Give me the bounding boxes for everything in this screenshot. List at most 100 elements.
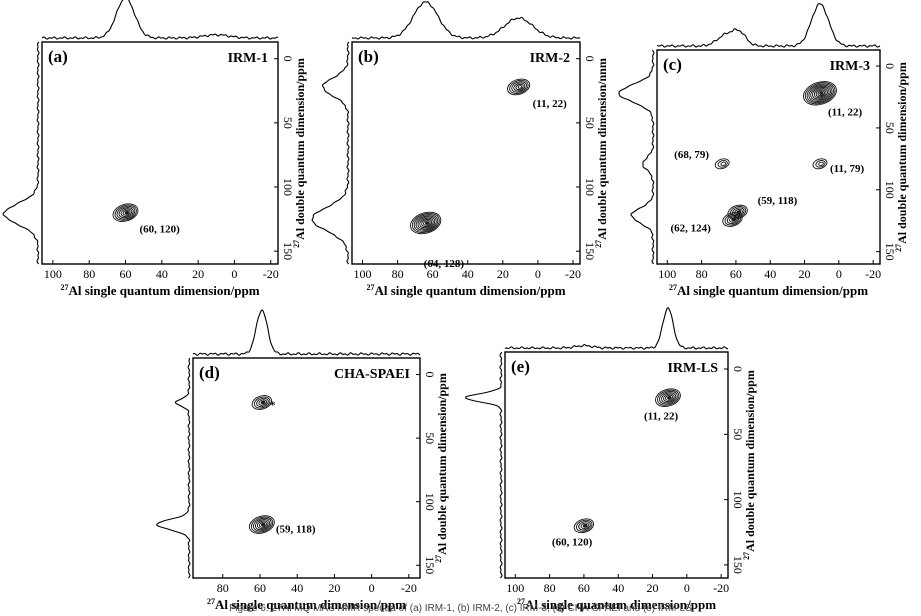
contour-line (417, 216, 436, 230)
side-projection-trace (618, 49, 655, 265)
plot-frame (41, 41, 279, 265)
contour-line (655, 388, 681, 408)
y-tick-label: 0 (583, 56, 597, 62)
contour-line (513, 82, 526, 92)
y-tick-label: 150 (883, 243, 897, 261)
contour-line (509, 79, 529, 94)
x-tick-label: 60 (578, 581, 590, 595)
peak-label: (11, 22) (644, 411, 679, 423)
x-tick-label: 60 (730, 267, 742, 281)
contour-line (659, 390, 678, 405)
x-tick-label: -20 (401, 581, 417, 595)
contour-line (802, 81, 837, 106)
contour-line (729, 216, 738, 223)
contour-line (120, 208, 133, 217)
contour-line (661, 392, 677, 404)
panel-label: (b) (358, 47, 379, 66)
x-tick-label: 40 (156, 267, 168, 281)
y-tick-label: 100 (583, 178, 597, 196)
peak-label: (64, 128) (424, 258, 465, 270)
contour-line (812, 86, 830, 100)
contour-line (573, 518, 595, 534)
peak-label: (11, 79) (830, 163, 865, 175)
peak-label: (62, 124) (670, 222, 711, 234)
top-projection-trace (656, 3, 881, 48)
contour-line (582, 523, 588, 528)
panel-title: IRM-2 (530, 51, 570, 66)
y-tick-label: 100 (883, 181, 897, 199)
peak-label: (11, 22) (533, 98, 568, 110)
y-axis-label: 27Al double quantum dimension/ppm (292, 58, 307, 248)
x-tick-label: 0 (535, 267, 541, 281)
contour-line (116, 205, 136, 220)
panel-label: (a) (48, 47, 68, 66)
contour-line (804, 82, 836, 105)
contour-line (817, 90, 825, 97)
panel-label: (c) (663, 55, 682, 74)
x-axis-label: 27Al single quantum dimension/ppm (517, 597, 716, 612)
contour-line (410, 211, 442, 235)
top-projection-trace (41, 0, 279, 40)
plot-frame (656, 49, 881, 265)
side-projection-trace (2, 41, 40, 265)
x-tick-label: 0 (684, 581, 690, 595)
contour-line (112, 203, 139, 222)
side-projection-trace (311, 41, 350, 265)
y-tick-label: 0 (423, 372, 437, 378)
x-tick-label: -20 (263, 267, 279, 281)
contour-peak (802, 81, 837, 106)
contour-line (258, 521, 267, 528)
contour-line (507, 78, 531, 96)
x-tick-label: 20 (497, 267, 509, 281)
contour-line (256, 520, 269, 529)
contour-line (253, 396, 271, 409)
contour-line (415, 215, 437, 231)
contour-line (254, 519, 271, 531)
contour-line (717, 160, 728, 168)
contour-line (423, 220, 431, 226)
contour-line (256, 397, 269, 408)
panel-title: IRM-LS (667, 361, 718, 376)
contour-line (806, 83, 834, 104)
contour-line (727, 204, 748, 220)
contour-line (714, 158, 730, 170)
contour-line (722, 212, 743, 227)
contour-line (122, 209, 131, 216)
x-axis-label: 27Al single quantum dimension/ppm (366, 283, 565, 298)
y-tick-label: 100 (281, 178, 295, 196)
contour-line (124, 210, 130, 215)
contour-peak (507, 78, 531, 96)
top-projection-trace (504, 306, 729, 350)
x-tick-label: 100 (658, 267, 676, 281)
contour-line (575, 519, 593, 532)
y-tick-label: 50 (281, 117, 295, 129)
x-tick-label: 0 (231, 267, 237, 281)
top-projection-trace (351, 1, 581, 40)
x-tick-label: -20 (713, 581, 729, 595)
contour-line (818, 161, 824, 166)
x-tick-label: 100 (354, 267, 372, 281)
x-tick-label: 100 (44, 267, 62, 281)
contour-line (726, 214, 740, 225)
x-axis-label: 27Al single quantum dimension/ppm (669, 283, 868, 298)
y-tick-label: 150 (423, 556, 437, 574)
contour-line (424, 221, 430, 225)
x-tick-label: 40 (462, 267, 474, 281)
x-tick-label: 40 (612, 581, 624, 595)
side-projection-trace (465, 351, 503, 579)
contour-line (813, 88, 828, 99)
contour-line (515, 83, 524, 90)
x-tick-label: 60 (120, 267, 132, 281)
contour-line (580, 522, 590, 529)
x-tick-label: 20 (647, 581, 659, 595)
y-tick-label: 50 (883, 122, 897, 134)
peak-label: * (270, 400, 276, 412)
x-axis-label: 27Al single quantum dimension/ppm (60, 283, 259, 298)
contour-line (258, 399, 268, 406)
contour-line (260, 522, 266, 527)
panel-title: IRM-3 (830, 59, 870, 74)
panel-e: 100 80 60 40 20 0 -20 0 50 100 150 27Al single quan… (465, 306, 757, 612)
peak-label: (59, 118) (758, 195, 798, 207)
y-tick-label: 150 (281, 242, 295, 260)
